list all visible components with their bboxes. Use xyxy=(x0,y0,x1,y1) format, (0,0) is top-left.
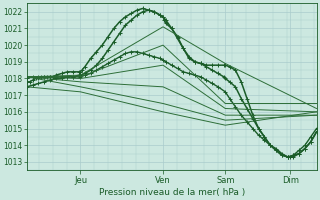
X-axis label: Pression niveau de la mer( hPa ): Pression niveau de la mer( hPa ) xyxy=(99,188,245,197)
